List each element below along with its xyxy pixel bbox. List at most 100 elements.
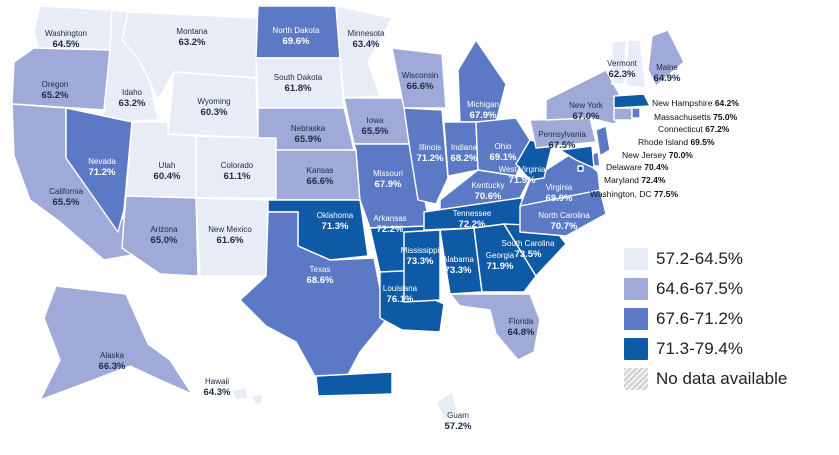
state-value: 57.2% [445,421,472,432]
state-name: Wyoming [197,97,230,106]
state-value: 64.3% [204,387,231,398]
state-name: Nebraska [291,124,326,133]
state-callouts: New Hampshire 64.2% Massachusetts 75.0% Co… [590,98,739,199]
state-vermont [611,39,627,85]
state-value: 61.6% [217,235,244,246]
state-wisconsin [391,47,447,109]
callout-washington-dc: Washington, DC 77.5% [590,189,678,199]
state-name: Georgia [486,251,515,260]
state-new-jersey [595,125,611,157]
state-nevada [65,107,133,233]
state-minnesota [335,5,393,99]
state-value: 64.9% [654,73,681,84]
state-name: Missouri [373,169,403,178]
callout-maryland: Maryland 72.4% [604,175,666,185]
state-value: 61.8% [285,83,312,94]
legend-swatch [624,248,648,270]
state-value: 68.2% [451,153,478,164]
state-value: 66.6% [307,176,334,187]
state-value: 71.2% [417,153,444,164]
callout-massachusetts: Massachusetts 75.0% [654,112,738,122]
state-name: Florida [509,317,534,326]
state-name: Arkansas [373,214,406,223]
state-value: 67.0% [573,111,600,122]
state-puerto-rico [315,371,393,397]
state-value: 65.5% [362,126,389,137]
state-name: Michigan [467,100,499,109]
state-alaska [39,285,193,401]
state-massachusetts [613,93,651,109]
state-name: New York [569,101,604,110]
legend-label: 67.6-71.2% [656,309,743,328]
state-value: 70.7% [551,221,578,232]
state-name: Tennessee [453,209,492,218]
state-name: California [49,187,83,196]
state-value: 63.2% [119,98,146,109]
legend-label: 71.3-79.4% [656,339,743,358]
state-value: 62.3% [609,69,636,80]
state-name: Idaho [122,88,143,97]
state-name: Virginia [546,183,573,192]
state-value: 71.3% [322,221,349,232]
callout-new-hampshire: New Hampshire 64.2% [652,98,739,108]
state-name: Colorado [221,161,254,170]
callout-delaware: Delaware 70.4% [606,162,669,172]
state-value: 69.9% [546,193,573,204]
state-name: Minnesota [348,29,385,38]
state-name: South Carolina [502,239,555,248]
state-name: Pennsylvania [538,130,586,139]
legend-label: 57.2-64.5% [656,249,743,268]
state-name: Vermont [607,59,638,68]
state-value: 63.2% [179,37,206,48]
state-shapes [11,5,685,421]
state-value: 63.4% [353,39,380,50]
state-value: 67.9% [470,110,497,121]
state-value: 67.9% [375,179,402,190]
state-name: Ohio [495,142,512,151]
state-name: North Carolina [538,211,590,220]
legend-item: 67.6-71.2% [624,304,834,334]
state-name: Kansas [307,166,334,175]
state-name: Washington [45,29,87,38]
state-florida [449,293,541,361]
state-michigan [457,39,507,123]
state-value: 64.8% [508,327,535,338]
state-value: 76.1% [387,294,414,305]
state-name: Nevada [88,157,116,166]
legend-swatch-no-data [624,368,648,390]
state-name: Guam [447,411,469,420]
state-value: 67.5% [549,140,576,151]
legend-item: 57.2-64.5% [624,244,834,274]
state-texas [239,211,387,391]
state-guam [435,391,459,421]
legend-swatch [624,278,648,300]
callout-new-jersey: New Jersey 70.0% [622,150,693,160]
state-maine [647,29,685,87]
state-name: Texas [310,265,331,274]
state-value: 65.0% [151,235,178,246]
state-name: Oregon [42,80,69,89]
state-illinois [403,107,449,205]
state-connecticut [613,107,633,121]
